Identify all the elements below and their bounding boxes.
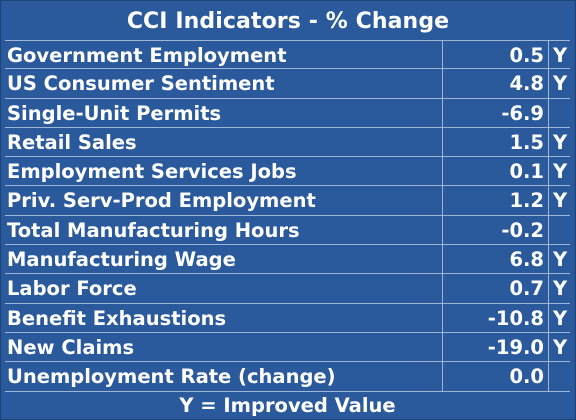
table-row: Single-Unit Permits -6.9 bbox=[5, 98, 571, 128]
percent-change-value: 0.5 bbox=[442, 41, 548, 69]
improved-flag: Y bbox=[548, 69, 571, 98]
indicator-label: Total Manufacturing Hours bbox=[7, 218, 300, 242]
table-footnote: Y = Improved Value bbox=[179, 394, 396, 417]
indicator-label: Single-Unit Permits bbox=[7, 101, 222, 125]
table-row: Benefit Exhaustions -10.8 Y bbox=[5, 303, 571, 333]
table-body: Government Employment 0.5 Y US Consumer Sen… bbox=[5, 40, 570, 392]
improved-flag: Y bbox=[548, 157, 571, 186]
improved-flag bbox=[548, 215, 571, 245]
percent-change-value: -19.0 bbox=[442, 332, 548, 362]
improved-flag: Y bbox=[548, 245, 571, 274]
table-row: Manufacturing Wage 6.8 Y bbox=[5, 245, 571, 275]
percent-change-value: 6.8 bbox=[442, 245, 548, 274]
table-row: Unemployment Rate (change) 0.0 bbox=[5, 362, 571, 392]
table-row: Labor Force 0.7 Y bbox=[5, 274, 571, 304]
indicator-label: Employment Services Jobs bbox=[7, 160, 297, 184]
percent-change-value: 0.7 bbox=[442, 274, 548, 303]
indicator-label: Benefit Exhaustions bbox=[7, 306, 227, 330]
improved-flag: Y bbox=[548, 274, 571, 303]
percent-change-value: -10.8 bbox=[442, 303, 548, 332]
table-row: Retail Sales 1.5 Y bbox=[5, 127, 571, 158]
percent-change-value: 0.1 bbox=[442, 157, 548, 186]
percent-change-value: 0.0 bbox=[442, 362, 548, 391]
table-row: Employment Services Jobs 0.1 Y bbox=[5, 157, 571, 187]
table-row: Government Employment 0.5 Y bbox=[5, 40, 571, 70]
improved-flag: Y bbox=[548, 332, 571, 362]
percent-change-value: -0.2 bbox=[442, 215, 548, 245]
indicator-label: Unemployment Rate (change) bbox=[7, 365, 336, 389]
indicator-label: Retail Sales bbox=[7, 130, 137, 154]
indicator-label: Priv. Serv-Prod Employment bbox=[7, 189, 316, 213]
improved-flag: Y bbox=[548, 41, 571, 69]
improved-flag: Y bbox=[548, 303, 571, 332]
improved-flag: Y bbox=[548, 127, 571, 157]
percent-change-value: -6.9 bbox=[442, 98, 548, 127]
indicator-label: Labor Force bbox=[7, 277, 137, 301]
percent-change-value: 4.8 bbox=[442, 69, 548, 98]
table-row: Total Manufacturing Hours -0.2 bbox=[5, 215, 571, 246]
improved-flag bbox=[548, 362, 571, 391]
indicator-label: US Consumer Sentiment bbox=[7, 72, 275, 96]
table-row: US Consumer Sentiment 4.8 Y bbox=[5, 69, 571, 99]
indicator-label: Government Employment bbox=[7, 44, 287, 67]
table-row: New Claims -19.0 Y bbox=[5, 332, 571, 363]
table-title: CCI Indicators - % Change bbox=[126, 9, 450, 34]
table-row: Priv. Serv-Prod Employment 1.2 Y bbox=[5, 186, 571, 216]
percent-change-value: 1.2 bbox=[442, 186, 548, 215]
improved-flag bbox=[548, 98, 571, 127]
indicator-label: Manufacturing Wage bbox=[7, 248, 236, 272]
indicator-label: New Claims bbox=[7, 335, 135, 359]
improved-flag: Y bbox=[548, 186, 571, 215]
percent-change-value: 1.5 bbox=[442, 127, 548, 157]
